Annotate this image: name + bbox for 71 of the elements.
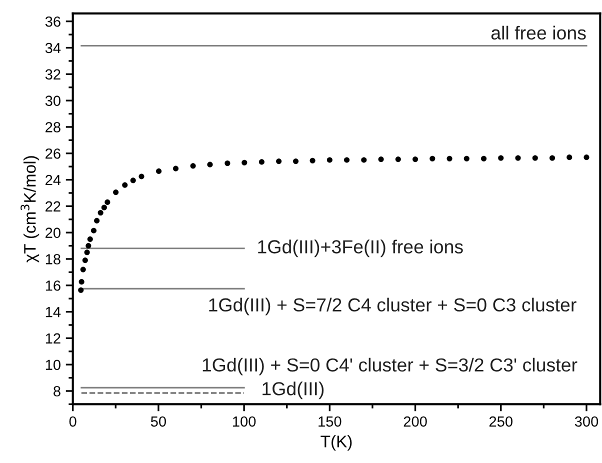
x-tick-label: 300	[574, 416, 598, 427]
point	[344, 157, 350, 163]
point	[464, 156, 470, 162]
point	[90, 228, 97, 234]
point	[87, 236, 93, 242]
series-label: all free ions	[491, 26, 586, 40]
point	[86, 243, 92, 249]
x-axis-title: T(K)	[320, 435, 352, 451]
point	[430, 156, 436, 162]
point	[258, 159, 264, 165]
point	[412, 156, 418, 162]
point	[113, 190, 119, 196]
series-label: 1Gd(III) + S=0 C4' cluster + S=3/2 C3' cluster	[202, 358, 578, 376]
point	[549, 155, 556, 161]
point	[104, 199, 110, 205]
y-tick-label: 30	[45, 96, 60, 106]
point	[101, 204, 107, 210]
point	[515, 155, 521, 161]
point	[361, 157, 367, 163]
y-tick-label: 12	[46, 333, 60, 344]
x-tick-label: 250	[489, 416, 512, 427]
point	[78, 279, 84, 285]
point	[172, 166, 179, 172]
point	[395, 156, 401, 162]
point	[446, 156, 452, 162]
point	[566, 154, 572, 160]
y-axis-title: χT (cm$^{3}$K/mol)	[20, 156, 40, 262]
x-tick-label: 100	[233, 416, 256, 427]
point	[242, 160, 248, 166]
point	[480, 156, 487, 162]
point	[138, 174, 144, 180]
point	[84, 250, 90, 256]
point	[122, 182, 128, 188]
series-label: 1Gd(III) + S=7/2 C4 cluster + S=0 C3 cluster	[209, 298, 576, 316]
y-tick-label: 34	[45, 42, 61, 54]
point	[207, 162, 213, 168]
point	[98, 210, 104, 216]
point	[532, 155, 538, 161]
point	[378, 156, 384, 162]
point	[82, 258, 88, 264]
point	[276, 158, 282, 164]
point	[156, 168, 162, 174]
y-tick-label: 16	[46, 280, 60, 291]
y-tick-label: 26	[46, 148, 60, 159]
y-tick-label: 24	[46, 174, 61, 186]
y-tick-label: 22	[46, 201, 60, 212]
x-tick-label: 200	[404, 416, 427, 427]
y-tick-label: 32	[45, 69, 60, 80]
y-tick-label: 36	[45, 16, 60, 27]
point	[190, 163, 196, 169]
x-tick-label: 0	[69, 416, 76, 427]
point	[498, 155, 504, 161]
point	[584, 154, 590, 160]
point	[130, 178, 136, 184]
y-tick-label: 14	[46, 307, 61, 318]
y-tick-label: 10	[46, 360, 60, 370]
x-tick-label: 150	[318, 416, 342, 427]
point	[94, 218, 100, 224]
y-tick-label: 28	[46, 122, 60, 132]
point	[326, 157, 332, 163]
series-label: 1Gd(III)	[262, 382, 324, 400]
point	[310, 158, 316, 164]
y-tick-label: 20	[46, 228, 60, 238]
point	[80, 266, 86, 272]
series-label: 1Gd(III)+3Fe(II) free ions	[258, 240, 463, 258]
y-tick-label: 18	[46, 254, 60, 264]
point	[78, 287, 84, 293]
x-tick-label: 50	[150, 416, 166, 427]
point	[292, 158, 299, 164]
point	[224, 160, 230, 166]
y-tick-label: 8	[54, 386, 60, 396]
